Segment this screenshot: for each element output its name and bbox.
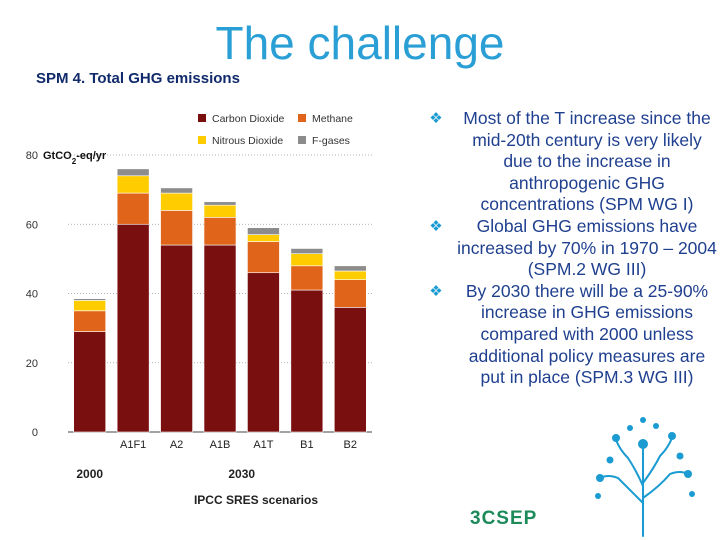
bar-segment	[247, 241, 280, 274]
bar-segment	[73, 331, 107, 433]
y-tick-label: 20	[26, 358, 38, 370]
bullet-item: ❖ Most of the T increase since the mid-2…	[426, 108, 718, 216]
bar-segment	[333, 307, 367, 433]
bar-segment	[116, 175, 150, 194]
bullet-list: ❖ Most of the T increase since the mid-2…	[426, 108, 718, 389]
bar-segment	[160, 244, 193, 433]
diamond-bullet-icon: ❖	[429, 282, 443, 300]
bar-segment	[247, 234, 280, 242]
bullet-text: By 2030 there will be a 25-90% increase …	[465, 280, 709, 388]
x-tick-label: A1B	[210, 439, 231, 451]
bar-segment	[160, 192, 193, 211]
bar-segment	[160, 210, 193, 246]
bar-segment	[116, 168, 150, 177]
legend-label: Methane	[312, 113, 353, 125]
bullet-item: ❖ By 2030 there will be a 25-90% increas…	[426, 281, 718, 389]
bar-segment	[247, 272, 280, 433]
bar-segment	[203, 217, 237, 246]
bar-segment	[116, 192, 150, 225]
bar-segment	[160, 187, 193, 194]
bar-segment	[290, 265, 324, 291]
x-tick-label: B1	[300, 439, 313, 451]
bar-segment	[290, 253, 324, 267]
bullet-item: ❖ Global GHG emissions have increased by…	[426, 216, 718, 281]
y-tick-label: 80	[26, 150, 38, 162]
tree-logo-icon	[595, 417, 695, 537]
bar-segment	[73, 300, 107, 312]
y-tick-label: 0	[32, 427, 38, 439]
legend-swatch	[198, 114, 206, 122]
x-group-label: 2030	[228, 467, 255, 481]
x-tick-label: A1T	[253, 439, 273, 451]
chart-subtitle: SPM 4. Total GHG emissions	[36, 70, 240, 87]
x-tick-label: A1F1	[120, 439, 146, 451]
bar-segment	[203, 204, 237, 218]
diamond-bullet-icon: ❖	[429, 217, 443, 235]
legend-label: Carbon Dioxide	[212, 113, 285, 125]
ghg-emissions-chart: 0 20 40 60 80 GtCO2-eq/yr A1F1 A2 A1B A1T B1 B2 2000…	[26, 113, 372, 507]
legend-swatch	[298, 114, 306, 122]
x-tick-label: B2	[344, 439, 357, 451]
bar-segment	[333, 270, 367, 280]
diamond-bullet-icon: ❖	[429, 110, 443, 127]
x-tick-label: A2	[170, 439, 183, 451]
slide-title: The challenge	[215, 17, 505, 69]
bar-segment	[73, 310, 107, 332]
legend-swatch	[298, 136, 306, 144]
bullet-text: Most of the T increase since the mid-20t…	[463, 108, 711, 215]
x-axis-label: IPCC SRES scenarios	[194, 493, 318, 507]
bar-segment	[116, 223, 150, 433]
bar-segment	[203, 201, 237, 206]
bar-segment	[290, 289, 324, 433]
bar-segment	[247, 227, 280, 235]
bar-segment	[203, 244, 237, 433]
legend-label: F-gases	[312, 135, 350, 147]
y-tick-label: 60	[26, 219, 38, 231]
y-axis-label: GtCO2-eq/yr	[43, 150, 107, 166]
bar-segment	[333, 265, 367, 272]
y-tick-label: 40	[26, 289, 38, 301]
bar-segment	[290, 248, 324, 254]
legend-swatch	[198, 136, 206, 144]
bar-segment	[73, 298, 107, 301]
bar-segment	[333, 279, 367, 308]
bullet-text: Global GHG emissions have increased by 7…	[457, 215, 717, 280]
3csep-logo: 3CSEP	[470, 508, 538, 529]
x-group-label: 2000	[76, 467, 103, 481]
legend-label: Nitrous Dioxide	[212, 135, 283, 147]
